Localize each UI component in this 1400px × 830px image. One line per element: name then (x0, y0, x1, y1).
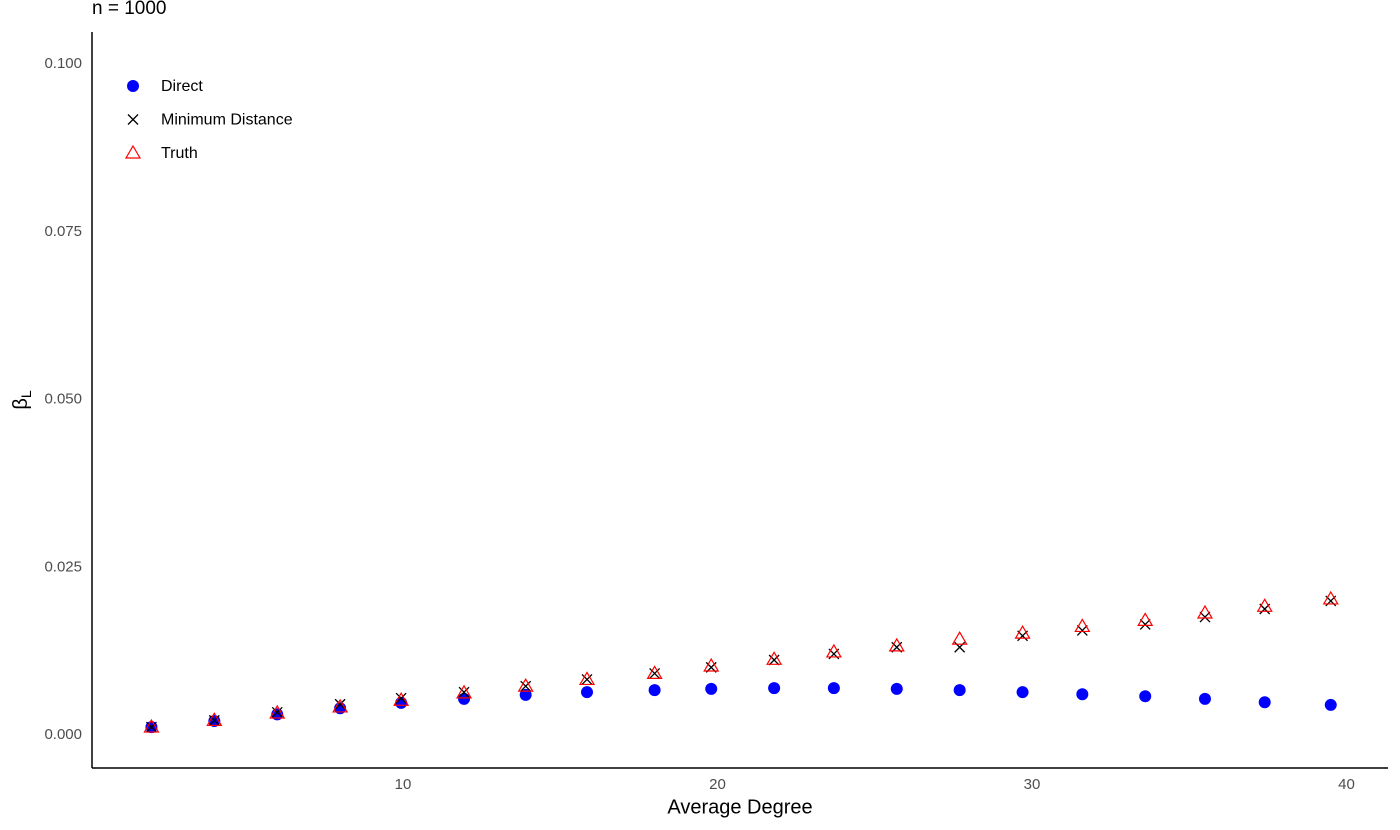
point (703, 657, 720, 672)
point (578, 671, 596, 686)
point (953, 684, 966, 697)
point (271, 706, 283, 718)
point (1199, 611, 1211, 623)
point (395, 692, 407, 704)
point (1198, 692, 1211, 705)
point (519, 688, 532, 701)
point (1139, 618, 1151, 630)
legend-label: Direct (161, 78, 203, 95)
point (143, 718, 160, 733)
point (395, 696, 408, 709)
x-tick-label: 40 (1338, 776, 1355, 793)
point (951, 630, 968, 645)
point (1076, 625, 1088, 636)
point (393, 692, 410, 706)
point (455, 684, 473, 699)
y-tick-label: 0.050 (44, 391, 82, 408)
point (520, 680, 532, 692)
point (145, 721, 157, 733)
point (517, 677, 534, 692)
point (890, 682, 903, 695)
point (648, 684, 661, 697)
point (458, 686, 470, 698)
point (1324, 698, 1337, 711)
point (208, 714, 220, 726)
x-axis-label: Average Degree (667, 796, 812, 818)
point (888, 637, 905, 652)
point (1074, 618, 1091, 633)
point (768, 682, 781, 695)
point (269, 704, 286, 719)
point (581, 673, 593, 685)
point (1139, 690, 1152, 703)
point (766, 651, 783, 665)
point (1258, 696, 1271, 709)
point (768, 654, 780, 666)
y-label-symbol: β (10, 398, 32, 410)
point (332, 698, 349, 713)
point (1016, 686, 1029, 699)
legend-marker (124, 144, 142, 159)
y-tick-label: 0.075 (44, 223, 82, 240)
legend-marker (127, 114, 139, 125)
x-tick-label: 10 (395, 776, 412, 793)
y-tick-label: 0.100 (44, 55, 82, 72)
point (581, 686, 594, 699)
point (334, 698, 346, 710)
y-axis-label: βL (10, 390, 33, 410)
point (1322, 590, 1339, 605)
point (1076, 688, 1089, 701)
y-tick-label: 0.000 (44, 726, 82, 743)
x-tick-label: 30 (1024, 776, 1041, 793)
point (825, 643, 842, 658)
legend-marker (127, 80, 139, 92)
x-tick-label: 20 (709, 776, 726, 793)
legend-label: Truth (161, 145, 198, 162)
point (827, 682, 840, 695)
point (649, 667, 661, 679)
point (705, 682, 718, 695)
point (206, 712, 223, 726)
point (1137, 612, 1154, 626)
point (1256, 598, 1273, 612)
y-tick-label: 0.025 (44, 558, 82, 575)
point (1196, 604, 1214, 619)
legend-label: Minimum Distance (161, 112, 293, 129)
y-label-subscript: L (18, 390, 34, 398)
point (458, 692, 471, 705)
chart-title: n = 1000 (92, 0, 167, 19)
point (646, 665, 663, 679)
point (1014, 624, 1031, 639)
